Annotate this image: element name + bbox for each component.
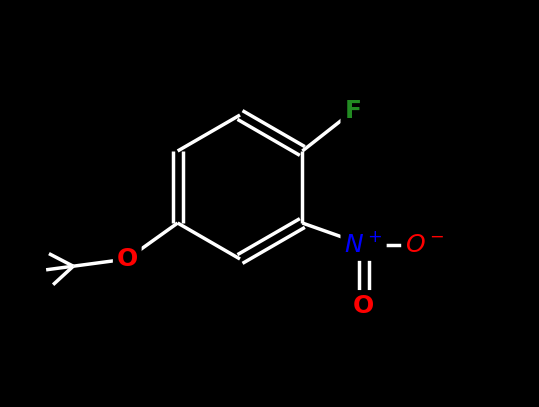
Text: O: O (353, 294, 374, 318)
Text: F: F (344, 99, 361, 123)
Text: $O^-$: $O^-$ (405, 232, 445, 256)
Text: O: O (116, 247, 138, 271)
Text: $N^+$: $N^+$ (344, 232, 383, 257)
